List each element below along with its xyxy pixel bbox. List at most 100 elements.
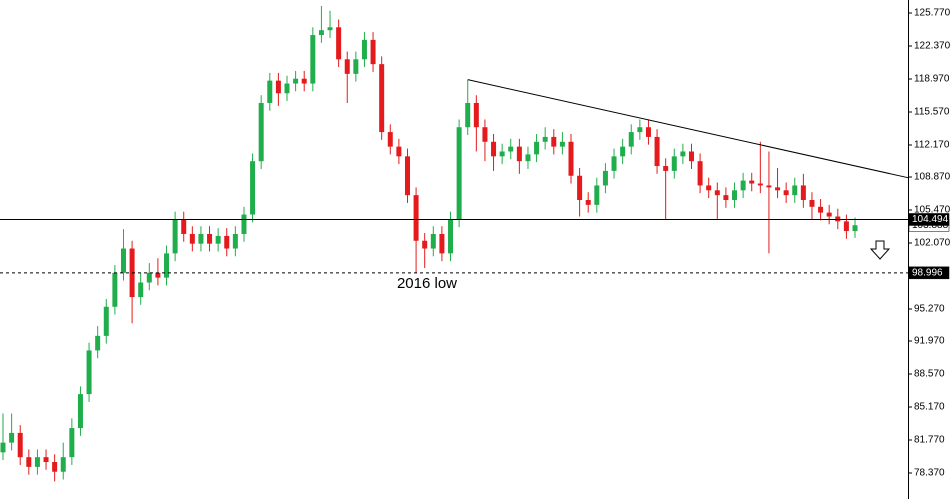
candle-body bbox=[551, 136, 557, 147]
candle-body bbox=[456, 127, 462, 220]
candle-body bbox=[241, 214, 247, 234]
candle-body bbox=[361, 39, 367, 60]
candle-body bbox=[534, 141, 540, 155]
candle-body bbox=[577, 175, 583, 201]
y-tick-label: 125.770 bbox=[914, 8, 951, 19]
candle-body bbox=[473, 102, 479, 128]
candle-body bbox=[258, 102, 264, 162]
candle-body bbox=[783, 190, 789, 196]
y-tick-label: 85.170 bbox=[914, 402, 945, 413]
y-tick-label: 91.970 bbox=[914, 336, 945, 347]
candle-body bbox=[740, 180, 746, 191]
candle-body bbox=[835, 216, 841, 222]
candle-body bbox=[396, 146, 402, 157]
candle-body bbox=[344, 59, 350, 74]
candle-body bbox=[86, 350, 92, 395]
candle-body bbox=[404, 156, 410, 196]
candle-body bbox=[120, 248, 126, 273]
candle-body bbox=[430, 233, 436, 249]
candle-body bbox=[275, 80, 281, 94]
candle-body bbox=[714, 190, 720, 196]
candle-body bbox=[594, 185, 600, 205]
candle-body bbox=[818, 206, 824, 213]
candle-body bbox=[680, 151, 686, 157]
candle-body bbox=[852, 225, 858, 232]
candle-body bbox=[732, 190, 738, 201]
y-tick-label: 78.370 bbox=[914, 468, 945, 479]
candle-body bbox=[602, 170, 608, 186]
candle-body bbox=[559, 141, 565, 147]
y-tick-label: 105.470 bbox=[914, 205, 951, 216]
candle-body bbox=[792, 185, 798, 196]
price-box bbox=[908, 266, 950, 280]
candles bbox=[0, 5, 858, 482]
candle-body bbox=[310, 35, 316, 84]
candle-body bbox=[164, 253, 170, 278]
y-tick-label: 95.270 bbox=[914, 304, 945, 315]
candle-body bbox=[482, 127, 488, 142]
y-tick-label: 118.970 bbox=[914, 74, 950, 85]
candle-body bbox=[585, 200, 591, 205]
candle-body bbox=[448, 219, 454, 254]
candle-body bbox=[413, 195, 419, 241]
candle-body bbox=[525, 154, 531, 162]
candle-body bbox=[9, 432, 15, 443]
y-tick-label: 81.770 bbox=[914, 435, 945, 446]
candle-body bbox=[301, 78, 307, 84]
candle-body bbox=[181, 219, 187, 234]
candle-body bbox=[422, 240, 428, 249]
candle-body bbox=[499, 151, 505, 157]
price-box-label: 104.494 bbox=[912, 214, 949, 225]
candle-body bbox=[43, 457, 49, 463]
candle-body bbox=[826, 212, 832, 217]
candle-body bbox=[620, 146, 626, 157]
candle-body bbox=[379, 64, 385, 133]
candle-body bbox=[749, 180, 755, 184]
candle-body bbox=[568, 141, 574, 176]
candle-body bbox=[800, 185, 806, 201]
y-tick-label: 115.570 bbox=[914, 107, 950, 118]
candle-body bbox=[645, 127, 651, 137]
candle-body bbox=[757, 183, 763, 186]
candle-body bbox=[654, 136, 660, 167]
y-tick-label: 122.370 bbox=[914, 41, 951, 52]
price-box bbox=[908, 213, 950, 226]
candle-body bbox=[663, 166, 669, 171]
candle-body bbox=[318, 30, 324, 36]
candle-body bbox=[232, 233, 238, 249]
candle-body bbox=[611, 156, 617, 171]
candle-body bbox=[688, 151, 694, 162]
candle-body bbox=[60, 457, 66, 472]
down-arrow-icon bbox=[869, 240, 891, 260]
candle-body bbox=[155, 272, 161, 278]
y-tick-label: 112.170 bbox=[914, 140, 950, 151]
candle-body bbox=[370, 39, 376, 65]
candle-body bbox=[69, 428, 75, 458]
candle-body bbox=[95, 335, 101, 351]
candle-body bbox=[112, 272, 118, 307]
candle-body bbox=[26, 457, 32, 467]
y-tick-label: 102.070 bbox=[914, 238, 951, 249]
candle-body bbox=[215, 235, 221, 244]
candle-body bbox=[706, 185, 712, 191]
candle-body bbox=[172, 219, 178, 254]
arrow bbox=[869, 240, 891, 260]
candle-body bbox=[207, 233, 213, 244]
candle-body bbox=[697, 161, 703, 186]
candle-body bbox=[34, 457, 40, 467]
candle-body bbox=[103, 306, 109, 336]
y-tick-label: 108.870 bbox=[914, 172, 951, 183]
candle-body bbox=[723, 195, 729, 201]
candle-body bbox=[843, 221, 849, 232]
candle-body bbox=[0, 442, 6, 453]
candle-body bbox=[775, 187, 781, 191]
candle-body bbox=[465, 102, 471, 128]
candle-body bbox=[637, 127, 643, 133]
annotation: 2016 low bbox=[397, 275, 457, 292]
candle-body bbox=[336, 27, 342, 60]
candle-body bbox=[267, 80, 273, 103]
candle-body bbox=[293, 78, 299, 84]
candle-body bbox=[198, 233, 204, 244]
